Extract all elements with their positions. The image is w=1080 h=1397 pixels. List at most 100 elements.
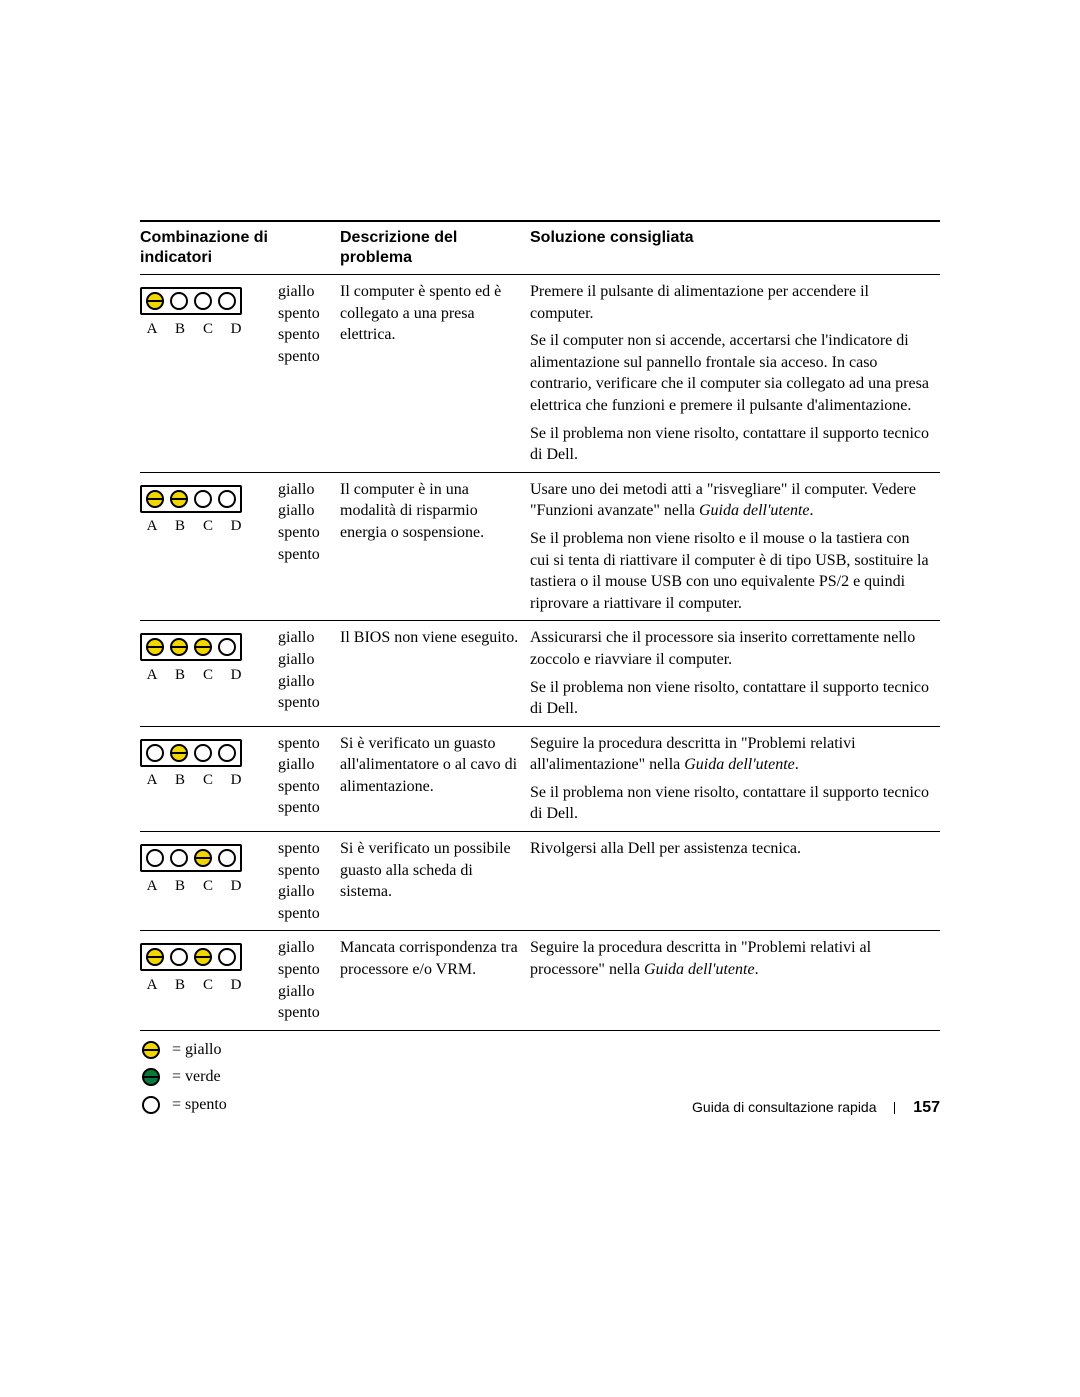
table-row: ABCDgiallospentogiallospentoMancata corr…	[140, 931, 940, 1030]
description-cell: Il computer è spento ed è collegato a un…	[340, 275, 530, 473]
solution-paragraph: Seguire la procedura descritta in "Probl…	[530, 733, 932, 776]
led-on-icon	[194, 638, 212, 656]
led-off-icon	[194, 490, 212, 508]
led-off-icon	[194, 744, 212, 762]
led-on-icon	[170, 744, 188, 762]
solution-paragraph: Rivolgersi alla Dell per assistenza tecn…	[530, 838, 932, 860]
led-label: B	[169, 319, 191, 339]
page-footer: Guida di consultazione rapida 157	[140, 1099, 940, 1117]
footer-title: Guida di consultazione rapida	[692, 1099, 876, 1115]
led-yellow-icon	[142, 1041, 160, 1059]
header-combination: Combinazione di indicatori	[140, 221, 340, 275]
led-label: D	[225, 876, 247, 896]
led-off-icon	[170, 849, 188, 867]
solution-paragraph: Se il problema non viene risolto e il mo…	[530, 528, 932, 614]
led-label: C	[197, 975, 219, 995]
led-label: A	[141, 770, 163, 790]
led-label: D	[225, 770, 247, 790]
solution-paragraph: Se il problema non viene risolto, contat…	[530, 423, 932, 466]
description-cell: Si è verificato un guasto all'alimentato…	[340, 726, 530, 831]
header-description: Descrizione del problema	[340, 221, 530, 275]
led-label: C	[197, 770, 219, 790]
solution-cell: Seguire la procedura descritta in "Probl…	[530, 726, 940, 831]
led-off-icon	[170, 292, 188, 310]
led-off-icon	[218, 948, 236, 966]
solution-cell: Seguire la procedura descritta in "Probl…	[530, 931, 940, 1030]
solution-cell: Premere il pulsante di alimentazione per…	[530, 275, 940, 473]
table-row: ABCDspentogiallospentospentoSi è verific…	[140, 726, 940, 831]
led-on-icon	[146, 638, 164, 656]
led-off-icon	[218, 490, 236, 508]
led-state-text: spentospentogiallospento	[278, 832, 340, 931]
legend-label-yellow: = giallo	[172, 1037, 221, 1063]
led-off-icon	[218, 638, 236, 656]
led-panel-icon	[140, 287, 242, 315]
led-label: B	[169, 516, 191, 536]
header-solution: Soluzione consigliata	[530, 221, 940, 275]
description-cell: Il computer è in una modalità di risparm…	[340, 472, 530, 621]
led-state-text: giallogiallogiallospento	[278, 621, 340, 726]
led-label: D	[225, 665, 247, 685]
combination-cell: ABCD	[140, 621, 278, 726]
description-cell: Si è verificato un possibile guasto alla…	[340, 832, 530, 931]
led-label: A	[141, 516, 163, 536]
led-on-icon	[170, 490, 188, 508]
led-label: A	[141, 319, 163, 339]
led-label: A	[141, 876, 163, 896]
led-on-icon	[194, 948, 212, 966]
description-cell: Il BIOS non viene eseguito.	[340, 621, 530, 726]
led-label: C	[197, 319, 219, 339]
led-state-text: giallospentospentospento	[278, 275, 340, 473]
solution-cell: Rivolgersi alla Dell per assistenza tecn…	[530, 832, 940, 931]
led-off-icon	[146, 744, 164, 762]
led-off-icon	[170, 948, 188, 966]
legend-item-yellow: = giallo	[140, 1037, 940, 1063]
solution-cell: Assicurarsi che il processore sia inseri…	[530, 621, 940, 726]
led-panel-icon	[140, 739, 242, 767]
led-label: A	[141, 975, 163, 995]
led-label: D	[225, 319, 247, 339]
led-label: C	[197, 876, 219, 896]
led-off-icon	[194, 292, 212, 310]
led-state-text: giallogiallospentospento	[278, 472, 340, 621]
led-label: C	[197, 516, 219, 536]
combination-cell: ABCD	[140, 275, 278, 473]
led-panel-icon	[140, 485, 242, 513]
led-label: A	[141, 665, 163, 685]
solution-paragraph: Usare uno dei metodi atti a "risvegliare…	[530, 479, 932, 522]
table-row: ABCDgiallospentospentospentoIl computer …	[140, 275, 940, 473]
combination-cell: ABCD	[140, 472, 278, 621]
solution-paragraph: Seguire la procedura descritta in "Probl…	[530, 937, 932, 980]
legend-label-green: = verde	[172, 1064, 221, 1090]
page: Combinazione di indicatori Descrizione d…	[0, 0, 1080, 1397]
solution-cell: Usare uno dei metodi atti a "risvegliare…	[530, 472, 940, 621]
led-panel-icon	[140, 844, 242, 872]
led-on-icon	[194, 849, 212, 867]
solution-paragraph: Se il computer non si accende, accertars…	[530, 330, 932, 416]
led-on-icon	[146, 292, 164, 310]
table-row: ABCDgiallogiallospentospentoIl computer …	[140, 472, 940, 621]
table-row: ABCDspentospentogiallospentoSi è verific…	[140, 832, 940, 931]
legend-item-green: = verde	[140, 1064, 940, 1090]
led-label: C	[197, 665, 219, 685]
led-off-icon	[146, 849, 164, 867]
table-row: ABCDgiallogiallogiallospentoIl BIOS non …	[140, 621, 940, 726]
led-state-text: giallospentogiallospento	[278, 931, 340, 1030]
table-header-row: Combinazione di indicatori Descrizione d…	[140, 221, 940, 275]
led-on-icon	[170, 638, 188, 656]
combination-cell: ABCD	[140, 832, 278, 931]
led-off-icon	[218, 744, 236, 762]
led-label: B	[169, 665, 191, 685]
led-state-text: spentogiallospentospento	[278, 726, 340, 831]
combination-cell: ABCD	[140, 726, 278, 831]
description-cell: Mancata corrispondenza tra processore e/…	[340, 931, 530, 1030]
led-label: B	[169, 975, 191, 995]
led-panel-icon	[140, 943, 242, 971]
solution-paragraph: Se il problema non viene risolto, contat…	[530, 782, 932, 825]
combination-cell: ABCD	[140, 931, 278, 1030]
solution-paragraph: Se il problema non viene risolto, contat…	[530, 677, 932, 720]
solution-paragraph: Assicurarsi che il processore sia inseri…	[530, 627, 932, 670]
led-off-icon	[218, 849, 236, 867]
led-on-icon	[146, 948, 164, 966]
led-off-icon	[218, 292, 236, 310]
